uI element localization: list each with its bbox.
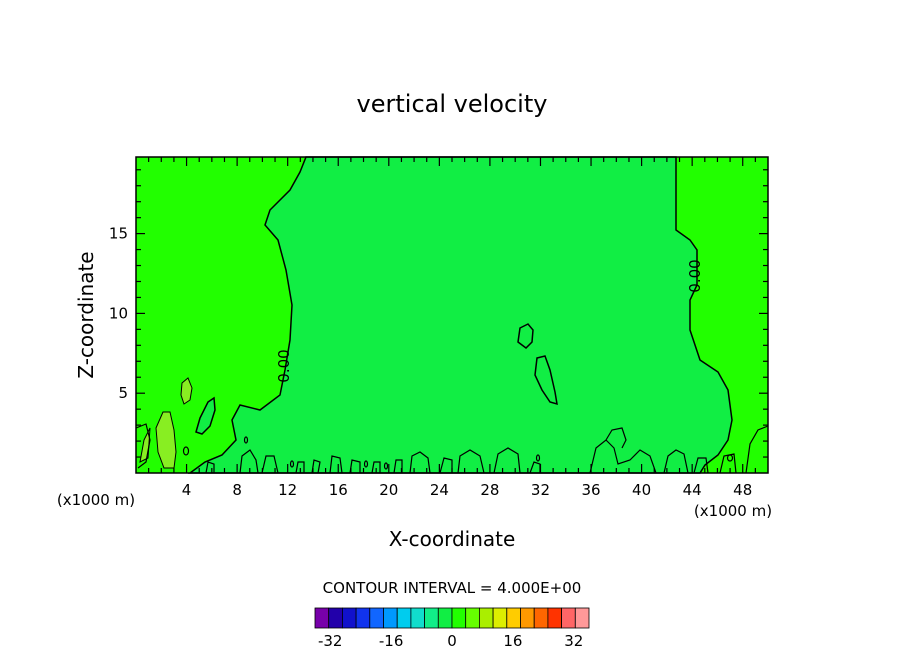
colorbar-swatch [437, 607, 453, 629]
y-axis-label: Z-coordinate [74, 251, 98, 378]
contour-blob-2 [534, 355, 558, 406]
colorbar-labels: -32 -16 0 16 32 [318, 632, 583, 650]
contour-blob-1 [517, 323, 534, 349]
y-axis-ticks: 5 10 15 [109, 169, 768, 458]
colorbar-swatch [410, 607, 425, 629]
weak-positive-patch-1 [155, 411, 177, 469]
colorbar-tick-label: -16 [379, 632, 404, 650]
colorbar-swatch [561, 607, 576, 629]
colorbar-tick-label: 32 [564, 632, 583, 650]
colorbar-swatch [547, 607, 563, 629]
left-edge-contour [135, 423, 151, 469]
x-axis-ticks: 4 8 12 16 20 24 28 32 36 40 44 48 [148, 157, 756, 499]
bottom-edge-contours [205, 425, 769, 474]
colorbar-swatch [396, 607, 412, 629]
x-unit-label-right: (x1000 m) [694, 502, 772, 520]
colorbar-tick-label: 0 [447, 632, 457, 650]
x-tick-label: 8 [232, 481, 242, 499]
y-tick-label: 5 [118, 384, 128, 402]
colorbar-swatch [424, 607, 439, 629]
x-tick-label: 28 [480, 481, 499, 499]
colorbar-swatch [465, 607, 480, 629]
x-tick-label: 20 [379, 481, 398, 499]
y-tick-label: 15 [109, 225, 128, 243]
colorbar-swatch [383, 607, 398, 629]
colorbar-swatch [533, 607, 549, 629]
colorbar-swatch [369, 607, 384, 629]
x-tick-label: 48 [733, 481, 752, 499]
x-tick-label: 40 [632, 481, 651, 499]
contour-blob-3 [195, 396, 216, 435]
colorbar-swatch [492, 607, 508, 629]
y-tick-label: 10 [109, 304, 128, 322]
x-tick-label: 32 [531, 481, 550, 499]
colorbar-swatch [314, 607, 330, 629]
x-tick-label: 16 [329, 481, 348, 499]
contour-interval-label: CONTOUR INTERVAL = 4.000E+00 [323, 579, 582, 597]
contour-label-left: 0.00 [275, 349, 293, 382]
colorbar-swatch [451, 607, 467, 629]
colorbar [314, 607, 590, 629]
contour-label-right: 0.00 [686, 259, 704, 292]
central-region [187, 156, 733, 474]
x-tick-label: 44 [683, 481, 702, 499]
colorbar-tick-label: -32 [318, 632, 343, 650]
colorbar-tick-label: 16 [503, 632, 522, 650]
colorbar-swatch [328, 607, 343, 629]
x-tick-label: 24 [430, 481, 449, 499]
chart-title: vertical velocity [357, 90, 548, 118]
colorbar-swatch [506, 607, 521, 629]
colorbar-swatch [341, 607, 357, 629]
colorbar-swatch [520, 607, 535, 629]
x-tick-label: 4 [182, 481, 192, 499]
colorbar-swatch [478, 607, 494, 629]
x-tick-label: 12 [278, 481, 297, 499]
x-axis-label: X-coordinate [389, 527, 516, 551]
small-contour-dots [182, 436, 734, 470]
colorbar-swatch [355, 607, 371, 629]
x-unit-label-left: (x1000 m) [57, 491, 135, 509]
colorbar-swatch [574, 607, 590, 629]
x-tick-label: 36 [581, 481, 600, 499]
weak-positive-patch-2 [180, 377, 193, 405]
